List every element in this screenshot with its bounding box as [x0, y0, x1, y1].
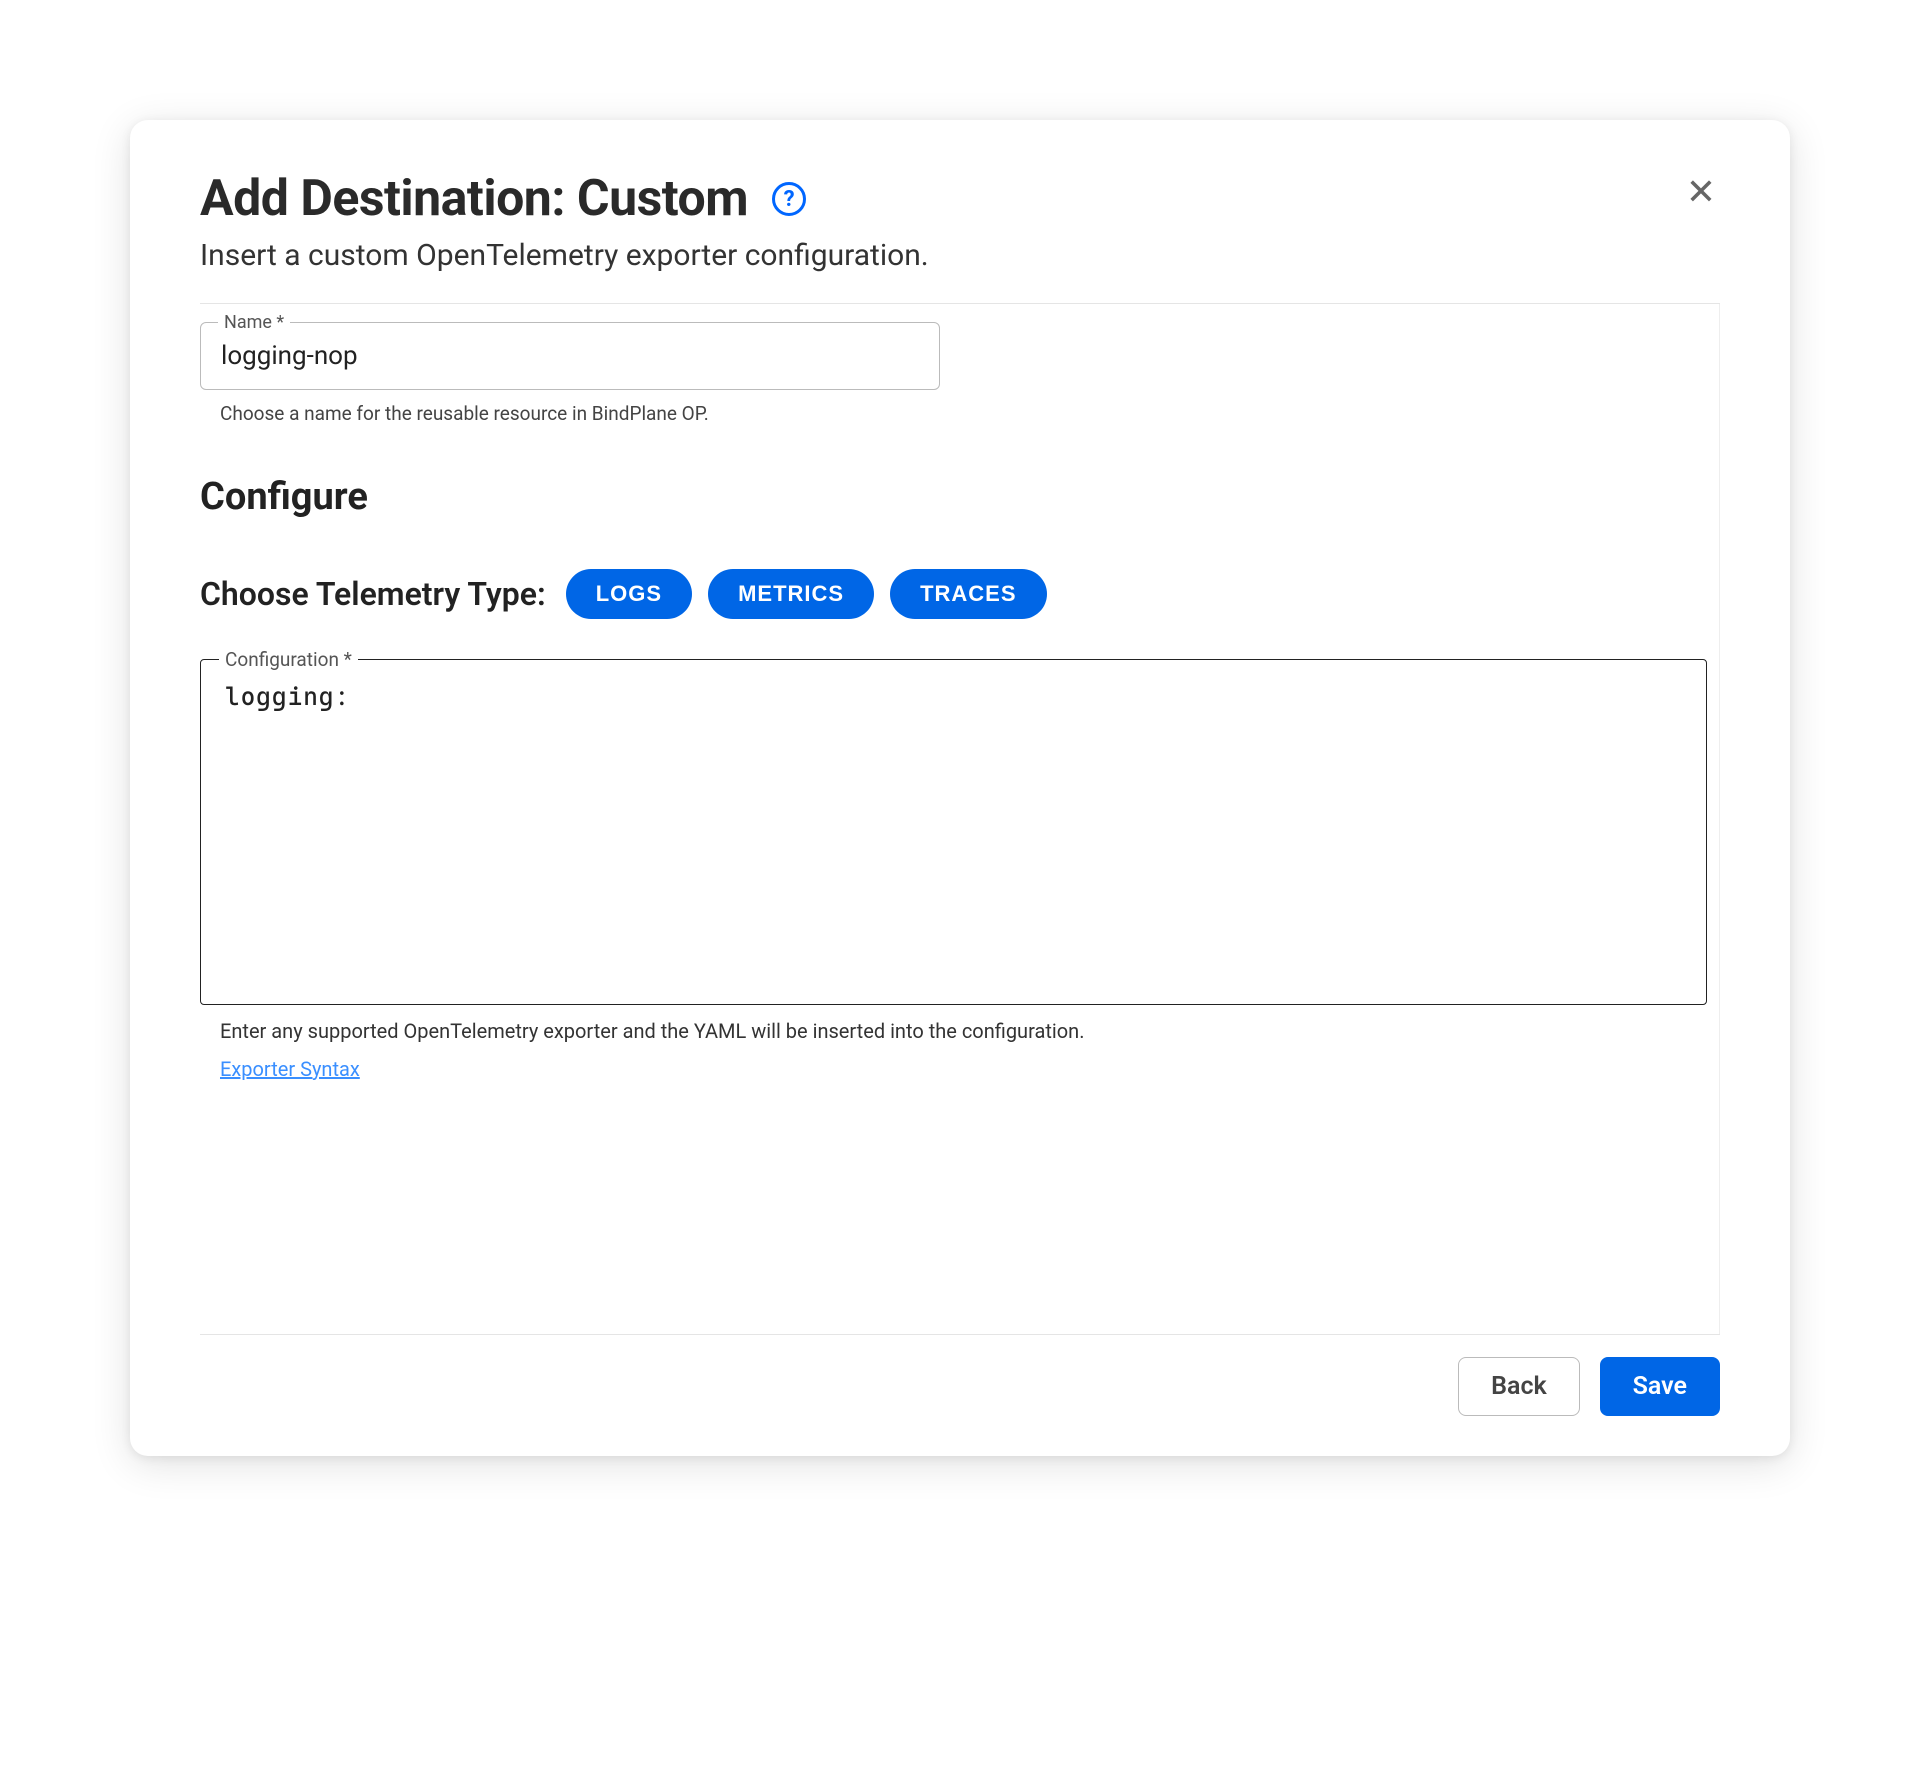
dialog-subtitle: Insert a custom OpenTelemetry exporter c… [200, 238, 1682, 273]
config-helper-text: Enter any supported OpenTelemetry export… [220, 1019, 1707, 1043]
back-button[interactable]: Back [1458, 1357, 1580, 1416]
chip-logs[interactable]: LOGS [566, 569, 692, 619]
dialog-title: Add Destination: Custom [200, 170, 748, 228]
name-input[interactable] [200, 322, 940, 390]
configure-heading: Configure [200, 475, 1707, 519]
chip-metrics[interactable]: METRICS [708, 569, 874, 619]
name-field-wrapper: Name * Choose a name for the reusable re… [200, 322, 1707, 425]
exporter-syntax-link[interactable]: Exporter Syntax [220, 1057, 360, 1081]
name-input-container: Name * [200, 322, 940, 390]
telemetry-label: Choose Telemetry Type: [200, 575, 546, 613]
config-label: Configuration * [219, 648, 358, 671]
telemetry-row: Choose Telemetry Type: LOGS METRICS TRAC… [200, 569, 1707, 619]
save-button[interactable]: Save [1600, 1357, 1720, 1416]
config-container: Configuration * [200, 659, 1707, 1005]
chip-traces[interactable]: TRACES [890, 569, 1046, 619]
help-icon[interactable]: ? [772, 182, 806, 216]
title-row: Add Destination: Custom ? [200, 170, 1682, 228]
add-destination-dialog: Add Destination: Custom ? Insert a custo… [130, 120, 1790, 1456]
header-left: Add Destination: Custom ? Insert a custo… [200, 170, 1682, 273]
dialog-footer: Back Save [200, 1334, 1720, 1416]
name-helper-text: Choose a name for the reusable resource … [220, 402, 1707, 425]
name-label: Name * [218, 312, 290, 333]
dialog-header: Add Destination: Custom ? Insert a custo… [200, 170, 1720, 304]
config-textarea[interactable] [201, 660, 1706, 1000]
telemetry-chips: LOGS METRICS TRACES [566, 569, 1047, 619]
close-icon[interactable]: ✕ [1682, 170, 1720, 214]
dialog-body: Name * Choose a name for the reusable re… [200, 304, 1720, 1334]
